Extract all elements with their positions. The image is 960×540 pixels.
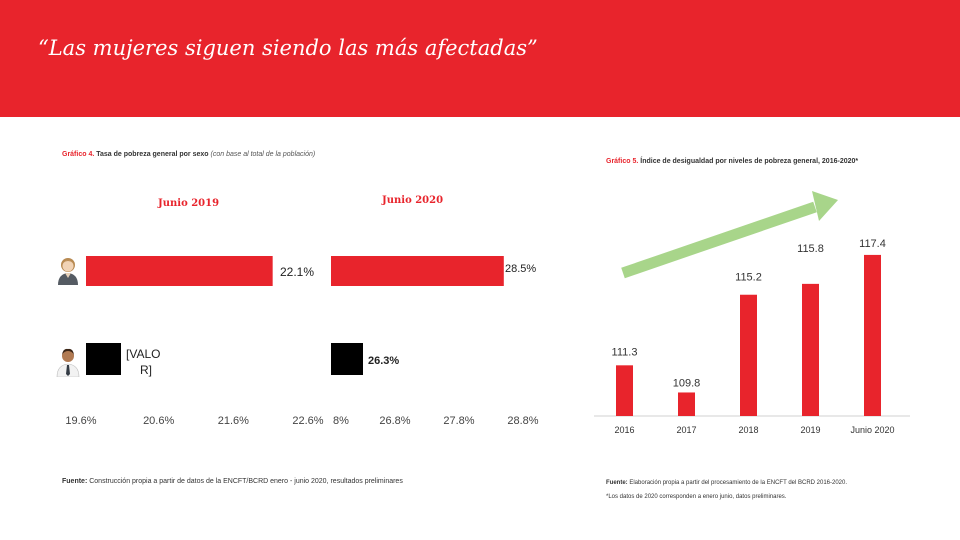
data-label: 111.3 [612,346,638,358]
title-banner: “Las mujeres siguen siendo las más afect… [0,0,960,117]
woman-avatar-icon [58,258,78,285]
bar-junio-2019-hombres [86,343,121,375]
right-caption-title: Índice de desigualdad por niveles de pob… [640,158,859,165]
page-title: “Las mujeres siguen siendo las más afect… [38,36,538,60]
left-bar-chart: 19.6% 20.6% 21.6% 22.6% 8% 26.8% 27.8% 28.8% 22.… [65,256,539,427]
data-label: 26.3% [368,355,399,367]
left-caption-number: Gráfico 4. [62,151,95,158]
bar-junio-2020-hombres [331,343,363,375]
right-source-label: Fuente: [606,480,628,486]
bar-junio-2020 [864,254,881,416]
right-caption-number: Gráfico 5. [606,158,639,165]
bar-junio-2020-mujeres [331,256,504,286]
x-tick-label: 26.8% [379,415,410,427]
x-tick-label: 22.6% [292,415,323,427]
right-chart-footnote: *Los datos de 2020 corresponden a enero … [606,494,787,500]
data-label: 115.2 [735,272,762,284]
left-caption-title: Tasa de pobreza general por sexo [96,151,209,158]
left-chart-caption: Gráfico 4. Tasa de pobreza general por s… [62,151,315,158]
data-label: 28.5% [505,263,536,275]
x-tick-label: 2018 [738,425,758,435]
data-label: [VALO R] [126,347,160,377]
right-source-text: Elaboración propia a partir del procesam… [629,480,848,486]
period-left-label: Junio 2019 [158,198,220,209]
x-tick-label: 27.8% [443,415,474,427]
left-source-label: Fuente: [62,478,88,485]
x-tick-label: Junio 2020 [850,425,894,435]
data-label: 109.8 [673,377,701,389]
x-tick-label: 21.6% [218,415,249,427]
left-chart-source: Fuente: Construcción propia a partir de … [62,478,403,485]
right-chart-caption: Gráfico 5. Índice de desigualdad por niv… [606,158,858,165]
x-tick-label: 8% [333,415,349,427]
x-tick-label: 20.6% [143,415,174,427]
x-tick-label: 2019 [800,425,820,435]
trend-arrow-icon [621,191,838,279]
bar-2016 [616,365,633,416]
x-tick-label: 19.6% [65,415,96,427]
data-label: 22.1% [280,265,314,279]
x-tick-label: 2017 [676,425,696,435]
data-label: 115.8 [797,243,824,255]
right-bar-chart: 111.3 2016 109.8 2017 115.2 2018 115.8 2019 117.… [594,191,910,435]
period-right-label: Junio 2020 [382,195,444,206]
bar-junio-2019-mujeres [86,256,273,286]
left-caption-note: (con base al total de la población) [210,151,316,158]
bar-2017 [678,392,695,416]
bar-2019 [802,283,819,416]
x-tick-label: 2016 [614,425,634,435]
bar-2018 [740,294,757,416]
x-tick-label: 28.8% [507,415,538,427]
right-chart-source: Fuente: Elaboración propia a partir del … [606,480,847,486]
data-label: 117.4 [859,238,886,250]
left-source-text: Construcción propia a partir de datos de… [89,478,403,485]
man-avatar-icon [56,348,80,377]
